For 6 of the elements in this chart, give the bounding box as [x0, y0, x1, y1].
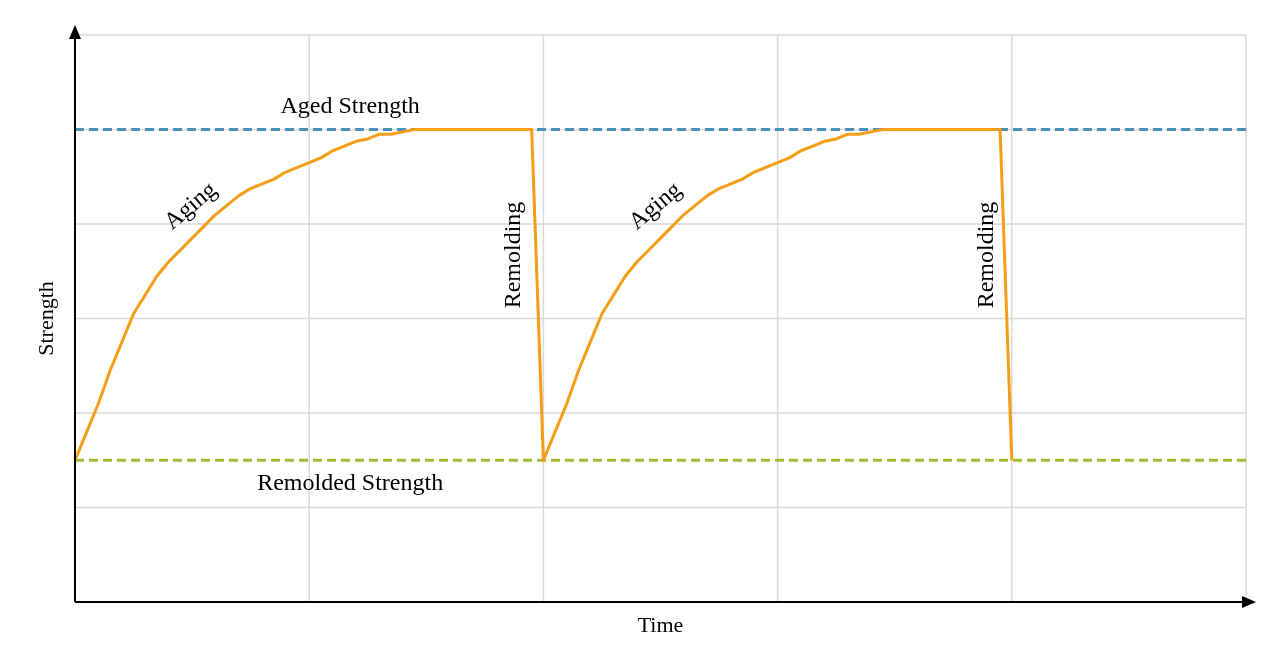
x-axis-title: Time [637, 612, 684, 637]
ref-line-label: Aged Strength [280, 91, 420, 118]
annotation: Remolding [971, 201, 998, 309]
ref-line-label: Remolded Strength [257, 469, 444, 496]
y-axis-title: Strength [32, 281, 58, 356]
annotation: Remolding [498, 201, 525, 309]
